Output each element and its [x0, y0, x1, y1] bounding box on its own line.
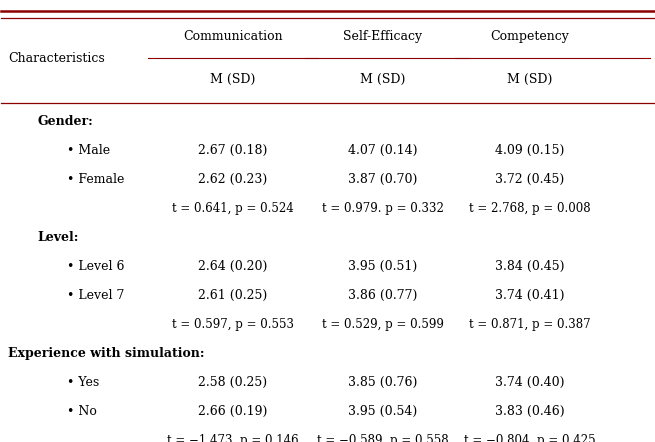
Text: • Level 7: • Level 7 — [67, 289, 124, 301]
Text: t = 0.529, p = 0.599: t = 0.529, p = 0.599 — [322, 318, 444, 331]
Text: t = 0.871, p = 0.387: t = 0.871, p = 0.387 — [469, 318, 591, 331]
Text: 4.07 (0.14): 4.07 (0.14) — [348, 144, 418, 156]
Text: • Female: • Female — [67, 172, 124, 186]
Text: 2.62 (0.23): 2.62 (0.23) — [198, 172, 267, 186]
Text: Communication: Communication — [183, 30, 283, 43]
Text: • Male: • Male — [67, 144, 110, 156]
Text: t = −0.804, p = 0.425: t = −0.804, p = 0.425 — [464, 434, 595, 442]
Text: 2.58 (0.25): 2.58 (0.25) — [198, 376, 267, 389]
Text: M (SD): M (SD) — [507, 73, 552, 86]
Text: t = 0.597, p = 0.553: t = 0.597, p = 0.553 — [172, 318, 294, 331]
Text: t = 0.641, p = 0.524: t = 0.641, p = 0.524 — [172, 202, 294, 214]
Text: Competency: Competency — [490, 30, 569, 43]
Text: 3.85 (0.76): 3.85 (0.76) — [348, 376, 418, 389]
Text: 2.64 (0.20): 2.64 (0.20) — [198, 259, 268, 273]
Text: 3.74 (0.40): 3.74 (0.40) — [495, 376, 565, 389]
Text: 3.86 (0.77): 3.86 (0.77) — [348, 289, 418, 301]
Text: 3.74 (0.41): 3.74 (0.41) — [495, 289, 565, 301]
Text: t = 0.979. p = 0.332: t = 0.979. p = 0.332 — [322, 202, 444, 214]
Text: t = 2.768, p = 0.008: t = 2.768, p = 0.008 — [469, 202, 591, 214]
Text: 3.95 (0.54): 3.95 (0.54) — [348, 405, 418, 418]
Text: 3.84 (0.45): 3.84 (0.45) — [495, 259, 565, 273]
Text: • Yes: • Yes — [67, 376, 99, 389]
Text: 3.72 (0.45): 3.72 (0.45) — [495, 172, 565, 186]
Text: Characteristics: Characteristics — [8, 52, 105, 65]
Text: M (SD): M (SD) — [360, 73, 405, 86]
Text: Experience with simulation:: Experience with simulation: — [8, 347, 204, 360]
Text: 2.61 (0.25): 2.61 (0.25) — [198, 289, 267, 301]
Text: 3.83 (0.46): 3.83 (0.46) — [495, 405, 565, 418]
Text: Gender:: Gender: — [37, 114, 93, 127]
Text: t = −0.589, p = 0.558: t = −0.589, p = 0.558 — [317, 434, 449, 442]
Text: 4.09 (0.15): 4.09 (0.15) — [495, 144, 565, 156]
Text: 2.67 (0.18): 2.67 (0.18) — [198, 144, 268, 156]
Text: 3.95 (0.51): 3.95 (0.51) — [348, 259, 418, 273]
Text: t = −1.473, p = 0.146: t = −1.473, p = 0.146 — [167, 434, 299, 442]
Text: • Level 6: • Level 6 — [67, 259, 124, 273]
Text: 2.66 (0.19): 2.66 (0.19) — [198, 405, 268, 418]
Text: • No: • No — [67, 405, 96, 418]
Text: Self-Efficacy: Self-Efficacy — [343, 30, 422, 43]
Text: 3.87 (0.70): 3.87 (0.70) — [348, 172, 418, 186]
Text: M (SD): M (SD) — [210, 73, 255, 86]
Text: Level:: Level: — [37, 231, 79, 244]
